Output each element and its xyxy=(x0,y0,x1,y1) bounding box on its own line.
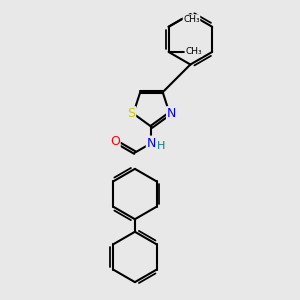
Text: S: S xyxy=(127,107,135,120)
Text: CH₃: CH₃ xyxy=(183,15,200,24)
Text: N: N xyxy=(167,107,176,120)
Text: H: H xyxy=(157,141,166,151)
Text: O: O xyxy=(110,134,120,148)
Text: N: N xyxy=(147,136,156,150)
Text: CH₃: CH₃ xyxy=(185,47,202,56)
